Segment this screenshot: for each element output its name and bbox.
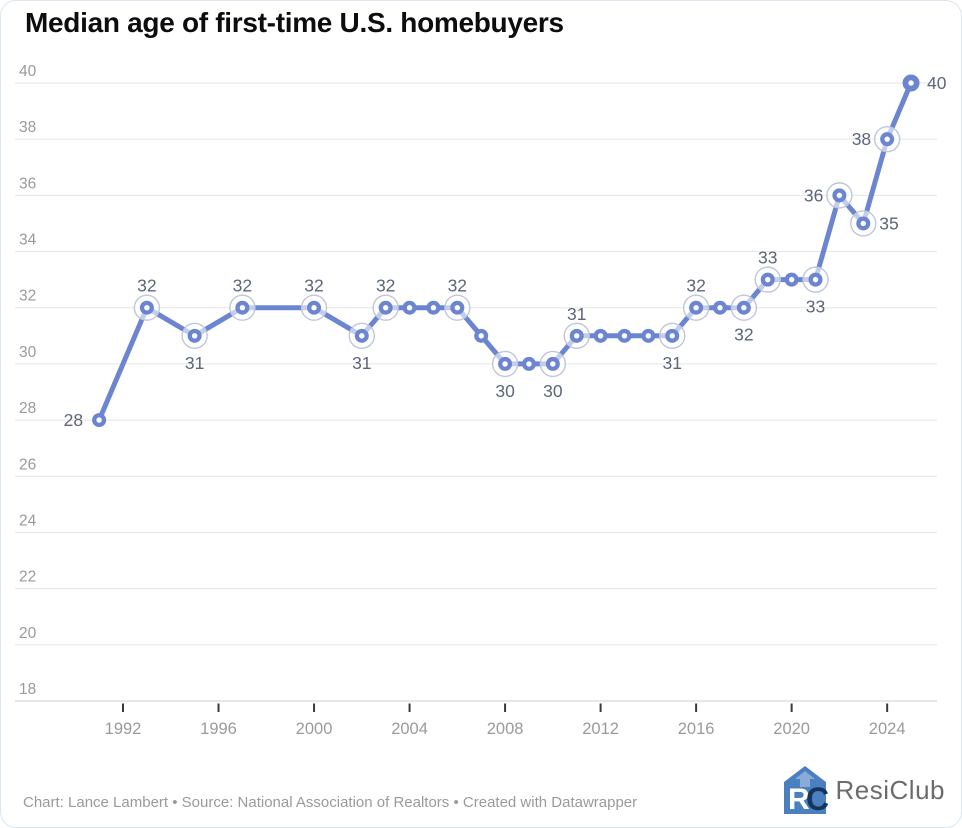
- y-axis-tick-label: 22: [19, 569, 36, 586]
- data-point-hole: [406, 305, 413, 311]
- data-point-label: 32: [686, 276, 705, 296]
- y-axis-tick-label: 40: [19, 63, 37, 80]
- data-point-label: 32: [304, 276, 323, 296]
- y-axis-tick-label: 18: [19, 681, 36, 698]
- x-axis-tick-label: 2024: [869, 720, 906, 738]
- data-point-hole: [645, 333, 652, 339]
- data-point-hole: [669, 333, 675, 339]
- x-axis-tick-label: 2012: [582, 720, 619, 738]
- y-axis-tick-label: 20: [19, 625, 37, 642]
- resiclub-logo-text: ResiClub: [835, 774, 945, 805]
- credit-line: Chart: Lance Lambert • Source: National …: [23, 794, 638, 811]
- x-axis-tick-label: 2000: [296, 720, 333, 738]
- data-point-label: 32: [376, 276, 395, 296]
- y-axis-tick-label: 26: [19, 456, 36, 473]
- data-point-hole: [239, 305, 246, 311]
- data-point-hole: [860, 220, 866, 227]
- x-axis-tick-label: 2016: [678, 720, 715, 738]
- x-axis-tick-label: 1992: [105, 720, 142, 738]
- x-axis-tick-label: 2004: [391, 720, 428, 738]
- y-axis-tick-label: 38: [19, 119, 36, 136]
- data-point-label: 28: [64, 410, 83, 430]
- data-point-label: 32: [137, 276, 156, 296]
- data-point-hole: [765, 276, 771, 283]
- svg-text:R: R: [788, 783, 810, 815]
- resiclub-house-icon: R C: [783, 766, 828, 815]
- data-point-label: 36: [804, 185, 823, 205]
- data-point-label: 33: [806, 297, 825, 317]
- data-point-hole: [430, 305, 437, 311]
- data-point-hole: [311, 305, 317, 311]
- data-point-label: 30: [543, 381, 563, 401]
- data-point-label: 31: [185, 353, 204, 373]
- data-point-hole: [884, 136, 890, 142]
- data-point-label: 35: [879, 213, 898, 233]
- data-point-hole: [550, 361, 556, 367]
- data-point-label: 30: [495, 381, 515, 401]
- data-point-hole: [597, 333, 604, 339]
- data-point-hole: [717, 305, 723, 311]
- data-point-label: 32: [448, 276, 467, 296]
- data-point-hole: [454, 305, 461, 311]
- data-point-hole: [502, 361, 508, 367]
- data-point-hole: [96, 417, 102, 423]
- data-point-hole: [144, 305, 150, 311]
- data-point-hole: [836, 192, 843, 199]
- data-point-label: 40: [927, 73, 947, 93]
- data-point-hole: [621, 333, 628, 339]
- x-axis-tick-label: 2008: [487, 720, 524, 738]
- x-axis-tick-label: 1996: [200, 720, 237, 738]
- data-point-hole: [359, 333, 365, 339]
- data-point-hole: [574, 333, 580, 339]
- y-axis-tick-label: 36: [19, 175, 36, 192]
- data-point-hole: [812, 276, 819, 283]
- y-axis-tick-label: 28: [19, 400, 36, 417]
- data-point-label: 31: [567, 304, 586, 324]
- y-axis-tick-label: 24: [19, 512, 37, 529]
- svg-text:C: C: [806, 781, 828, 815]
- resiclub-logo: R C ResiClub: [782, 765, 946, 815]
- data-point-hole: [478, 333, 484, 339]
- data-point-hole: [382, 305, 389, 311]
- data-point-hole: [908, 80, 914, 86]
- y-axis-tick-label: 34: [19, 232, 37, 249]
- chart-footer: Chart: Lance Lambert • Source: National …: [1, 757, 961, 827]
- data-point-hole: [693, 305, 699, 311]
- data-point-hole: [741, 305, 747, 311]
- data-point-hole: [191, 333, 198, 339]
- data-point-hole: [526, 361, 532, 367]
- data-point-label: 33: [758, 248, 777, 268]
- data-point-label: 31: [352, 353, 371, 373]
- data-point-label: 32: [734, 325, 753, 345]
- data-point-label: 38: [852, 129, 871, 149]
- data-point-label: 31: [663, 353, 682, 373]
- data-point-label: 32: [233, 276, 252, 296]
- data-point-hole: [788, 276, 795, 283]
- x-axis-tick-label: 2020: [773, 720, 810, 738]
- y-axis-tick-label: 30: [19, 344, 37, 361]
- chart-title: Median age of first-time U.S. homebuyers: [25, 7, 564, 38]
- y-axis-tick-label: 32: [19, 288, 36, 305]
